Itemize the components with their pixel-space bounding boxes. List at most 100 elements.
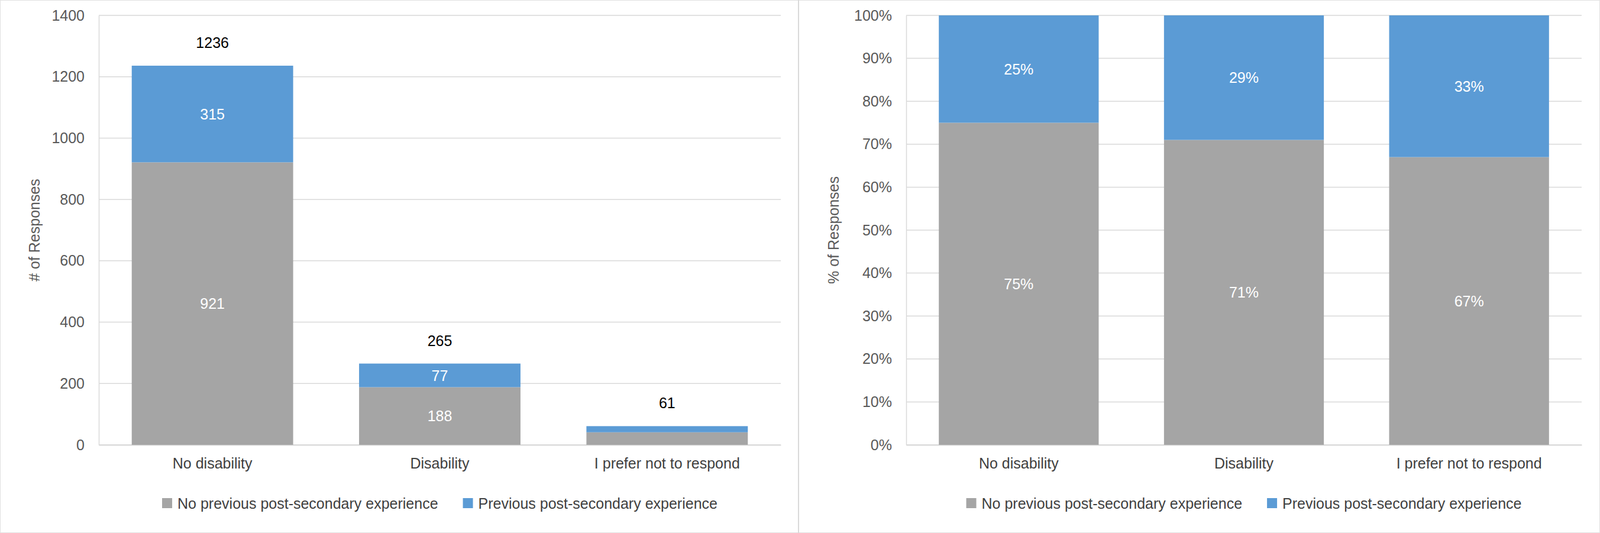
chart: 0 200 400 600 800 1000 1200 1400 No disability Di… bbox=[26, 7, 782, 513]
data-labels: 921 188 315 77 bbox=[199, 105, 452, 425]
x-tick: Disability bbox=[409, 444, 470, 472]
y-tick: 600 bbox=[59, 251, 99, 269]
bar bbox=[1389, 157, 1550, 445]
data-label: 315 bbox=[199, 105, 225, 123]
y-axis-title: % of Responses bbox=[825, 176, 842, 284]
y-tick-label: 400 bbox=[59, 313, 85, 331]
legend-label: No previous post-secondary experience bbox=[981, 495, 1243, 512]
y-tick-label: 80% bbox=[862, 92, 892, 110]
bar bbox=[938, 15, 1099, 124]
legend-label: No previous post-secondary experience bbox=[177, 495, 439, 512]
data-label: 29% bbox=[1229, 69, 1259, 86]
bars bbox=[938, 15, 1550, 445]
bar bbox=[938, 123, 1099, 446]
y-axis-title: # of Responses bbox=[26, 178, 43, 282]
bar bbox=[1389, 15, 1550, 158]
y-tick-label: 60% bbox=[862, 178, 892, 196]
y-tick: 1200 bbox=[51, 68, 99, 85]
x-tick-label: Disability bbox=[1214, 454, 1275, 472]
x-tick: No disability bbox=[172, 444, 253, 472]
y-tick: 10% bbox=[862, 393, 907, 410]
y-tick: 100% bbox=[854, 7, 907, 24]
bar bbox=[586, 425, 748, 432]
y-tick-label: 40% bbox=[862, 264, 892, 281]
y-tick-label: 70% bbox=[862, 135, 892, 153]
data-label: 25% bbox=[1003, 60, 1034, 78]
data-label: 921 bbox=[199, 295, 225, 312]
y-axis-line bbox=[906, 15, 908, 446]
legend-swatch bbox=[966, 498, 977, 509]
data-labels: 75% 71% 67% 25% 29% 33% bbox=[1003, 60, 1484, 310]
total-label: 61 bbox=[658, 394, 676, 412]
legend: No previous post-secondary experience Pre… bbox=[966, 495, 1522, 512]
grid bbox=[906, 15, 1582, 445]
total-label: 1236 bbox=[195, 34, 229, 51]
y-tick-label: 100% bbox=[854, 7, 892, 24]
bar bbox=[1164, 15, 1324, 141]
y-tick: 90% bbox=[862, 49, 907, 67]
data-label: 67% bbox=[1454, 292, 1485, 310]
legend-swatch bbox=[1266, 498, 1278, 509]
x-tick: I prefer not to respond bbox=[1396, 444, 1543, 472]
y-tick: 0 bbox=[76, 436, 99, 454]
separator bbox=[797, 0, 800, 533]
y-tick-label: 1400 bbox=[51, 7, 85, 24]
grid-line bbox=[98, 14, 781, 16]
data-label: 71% bbox=[1229, 283, 1259, 301]
y-tick-label: 600 bbox=[59, 251, 85, 269]
x-tick-label: No disability bbox=[978, 454, 1059, 472]
bar bbox=[359, 363, 521, 388]
y-tick: 1000 bbox=[51, 129, 99, 147]
y-tick-label: 0% bbox=[870, 436, 892, 454]
x-axis: No disability Disability I prefer not to r… bbox=[99, 444, 782, 472]
x-tick-label: No disability bbox=[172, 454, 253, 472]
bar bbox=[131, 65, 294, 163]
bar bbox=[1164, 140, 1324, 445]
y-axis: 0 200 400 600 800 1000 1200 1400 bbox=[51, 7, 99, 454]
y-tick-label: 20% bbox=[862, 350, 892, 367]
x-tick-label: Disability bbox=[409, 454, 470, 472]
y-tick-label: 10% bbox=[862, 393, 892, 410]
legend-swatch bbox=[463, 498, 474, 509]
y-tick-label: 800 bbox=[59, 191, 85, 208]
y-tick: 50% bbox=[862, 221, 907, 239]
y-tick-label: 1200 bbox=[51, 68, 85, 85]
y-tick-label: 200 bbox=[59, 375, 85, 392]
legend-label: Previous post-secondary experience bbox=[1282, 495, 1522, 512]
x-axis: No disability Disability I prefer not to r… bbox=[906, 444, 1583, 472]
y-tick-label: 90% bbox=[862, 49, 892, 67]
x-tick-label: I prefer not to respond bbox=[1396, 454, 1543, 472]
y-tick: 0% bbox=[870, 436, 907, 454]
y-tick-label: 50% bbox=[862, 221, 892, 239]
y-tick-label: 30% bbox=[862, 307, 892, 325]
y-tick: 800 bbox=[59, 191, 99, 208]
y-axis: 0% 10% 20% 30% 40% 50% 60% 70% 80% 90% 100% bbox=[854, 7, 907, 454]
y-tick: 1400 bbox=[51, 7, 99, 24]
y-tick-label: 0 bbox=[76, 436, 85, 454]
data-label: 33% bbox=[1454, 78, 1485, 95]
x-tick: I prefer not to respond bbox=[594, 444, 740, 472]
y-tick: 80% bbox=[862, 92, 907, 110]
x-tick: No disability bbox=[978, 444, 1059, 472]
legend-swatch bbox=[162, 498, 173, 509]
y-tick: 60% bbox=[862, 178, 907, 196]
legend: No previous post-secondary experience Pre… bbox=[162, 495, 718, 512]
x-tick: Disability bbox=[1214, 444, 1275, 472]
y-tick: 400 bbox=[59, 313, 99, 331]
bars bbox=[131, 65, 749, 445]
legend-label: Previous post-secondary experience bbox=[478, 495, 718, 512]
data-label: 188 bbox=[427, 407, 453, 425]
y-tick-label: 1000 bbox=[51, 129, 85, 147]
x-tick-label: I prefer not to respond bbox=[594, 454, 740, 472]
chart: 0% 10% 20% 30% 40% 50% 60% 70% 80% 90% 100% No disa… bbox=[825, 7, 1583, 513]
y-axis-line bbox=[98, 15, 100, 446]
frame bbox=[0, 0, 1600, 533]
data-label: 77 bbox=[431, 367, 449, 384]
y-tick: 30% bbox=[862, 307, 907, 325]
y-tick: 200 bbox=[59, 375, 99, 392]
total-label: 265 bbox=[427, 332, 453, 349]
y-tick: 70% bbox=[862, 135, 907, 153]
bar bbox=[359, 387, 521, 445]
data-label: 75% bbox=[1003, 275, 1034, 293]
y-tick: 20% bbox=[862, 350, 907, 367]
